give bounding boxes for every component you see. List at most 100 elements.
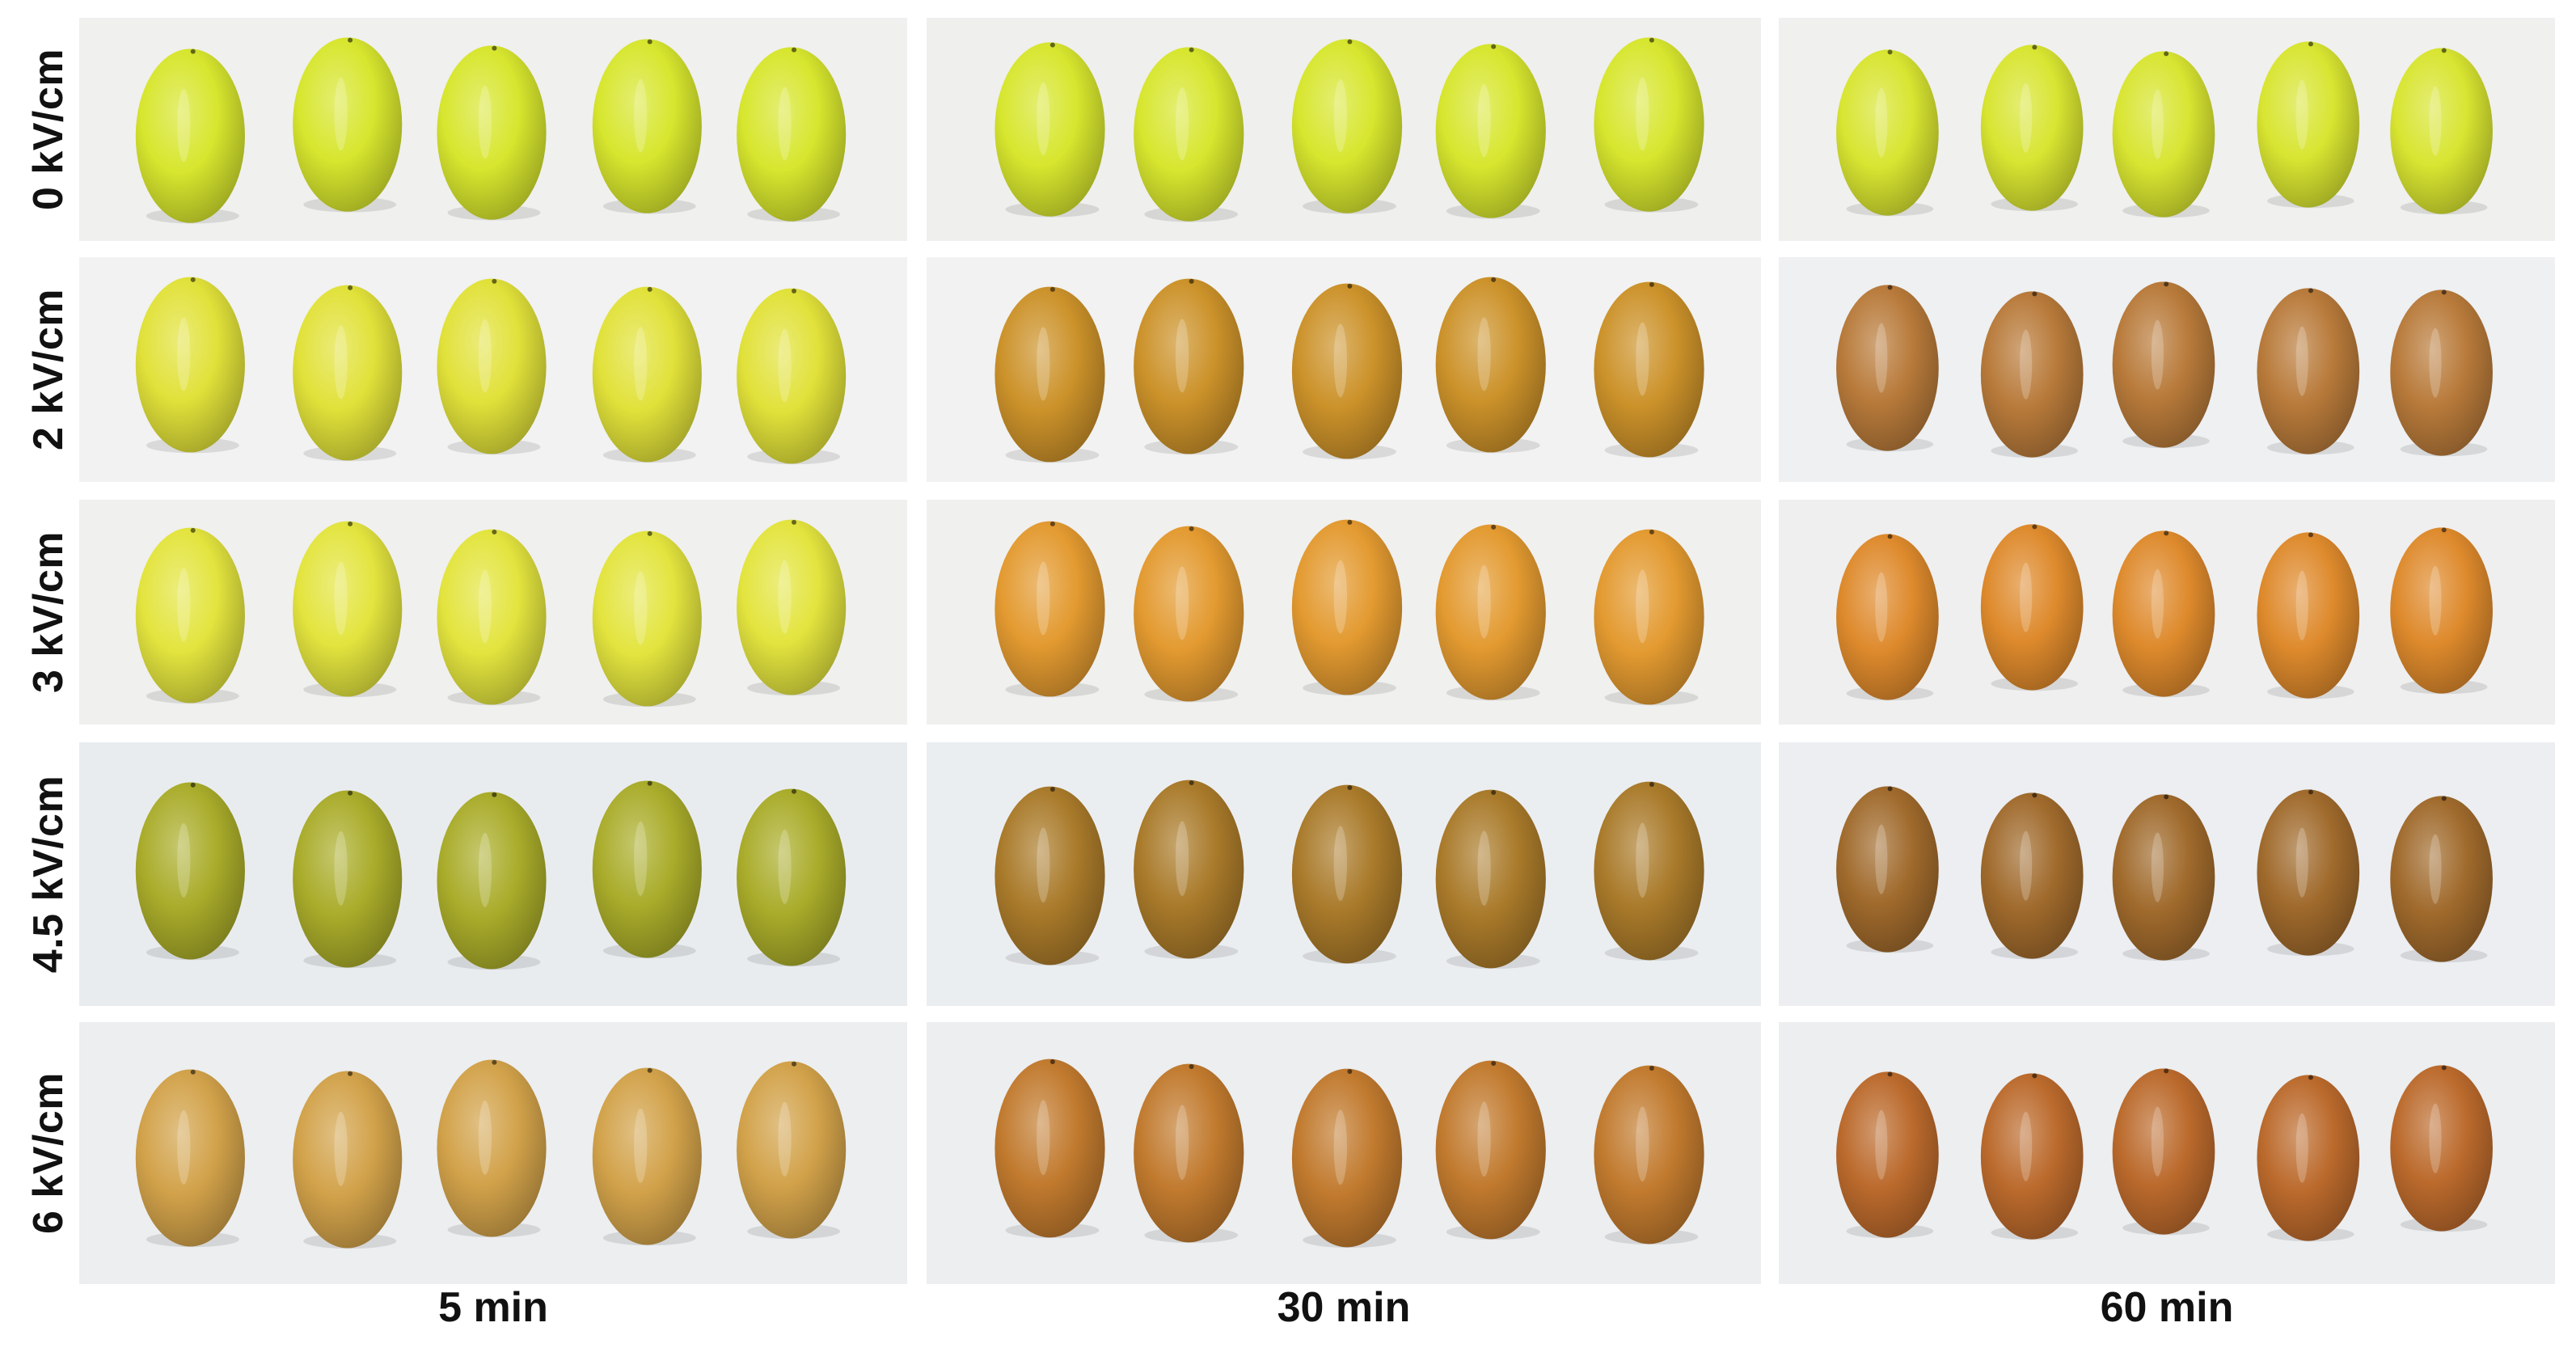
grape bbox=[1980, 792, 2084, 960]
grape bbox=[1836, 49, 1939, 217]
grape bbox=[2112, 281, 2215, 449]
grape bbox=[1134, 780, 1244, 960]
grape bbox=[135, 277, 245, 454]
grape bbox=[293, 37, 403, 213]
grape bbox=[1594, 529, 1704, 706]
grape-photo bbox=[79, 18, 907, 241]
grape bbox=[1134, 278, 1244, 455]
grape-photo bbox=[927, 500, 1761, 725]
grape bbox=[1134, 526, 1244, 703]
grape bbox=[1980, 291, 2084, 458]
grape-photo bbox=[79, 742, 907, 1006]
grape bbox=[1291, 1068, 1403, 1249]
grape bbox=[1291, 519, 1403, 696]
grape bbox=[2257, 532, 2360, 699]
grape bbox=[1291, 39, 1403, 214]
grape bbox=[1836, 786, 1939, 953]
grape bbox=[2112, 794, 2215, 961]
grape bbox=[1594, 37, 1704, 213]
grape bbox=[1435, 524, 1546, 701]
grape bbox=[293, 790, 403, 969]
grape bbox=[2112, 51, 2215, 218]
grape bbox=[592, 1067, 702, 1246]
grape bbox=[2390, 796, 2493, 963]
grape-photo-panel bbox=[79, 500, 907, 725]
grape bbox=[995, 521, 1105, 698]
col-label-30min: 30 min bbox=[1277, 1284, 1411, 1331]
grape-photo-panel bbox=[1779, 257, 2555, 482]
grape-photo bbox=[79, 500, 907, 725]
grape bbox=[135, 527, 245, 704]
grape bbox=[1435, 277, 1546, 454]
grape-photo-panel bbox=[79, 742, 907, 1006]
grape bbox=[2390, 48, 2493, 215]
row-label-4-5kv: 4.5 kV/cm bbox=[25, 775, 73, 974]
grape-photo-panel bbox=[1779, 18, 2555, 241]
grape bbox=[1980, 524, 2084, 691]
grape bbox=[1980, 1073, 2084, 1240]
grape bbox=[437, 278, 547, 455]
grape-photo bbox=[1779, 18, 2555, 241]
grape bbox=[737, 788, 847, 967]
grape bbox=[1291, 784, 1403, 965]
grape bbox=[2257, 288, 2360, 455]
col-label-60min: 60 min bbox=[2100, 1284, 2234, 1331]
grape-photo-panel bbox=[79, 18, 907, 241]
grape bbox=[293, 285, 403, 462]
grape-photo bbox=[1779, 1022, 2555, 1284]
grape-photo-panel bbox=[927, 257, 1761, 482]
grape bbox=[2112, 530, 2215, 698]
row-label-0kv: 0 kV/cm bbox=[25, 48, 73, 211]
grape-photo-panel bbox=[927, 1022, 1761, 1284]
grape bbox=[1594, 1065, 1704, 1245]
grape bbox=[737, 288, 847, 465]
row-label-3kv: 3 kV/cm bbox=[25, 530, 73, 694]
grape bbox=[737, 1061, 847, 1240]
grape-photo-panel bbox=[1779, 1022, 2555, 1284]
grape bbox=[592, 286, 702, 463]
grape bbox=[437, 792, 547, 970]
grape bbox=[995, 286, 1105, 463]
grape bbox=[1435, 1060, 1546, 1240]
row-label-6kv: 6 kV/cm bbox=[25, 1071, 73, 1235]
grape-photo-panel bbox=[79, 257, 907, 482]
grape bbox=[1134, 47, 1244, 222]
grape-photo-panel bbox=[927, 18, 1761, 241]
grape bbox=[1435, 44, 1546, 219]
grape bbox=[293, 1071, 403, 1249]
grape bbox=[1836, 1071, 1939, 1239]
grape-photo bbox=[927, 742, 1761, 1006]
grape bbox=[2112, 1068, 2215, 1236]
grape-photo bbox=[79, 257, 907, 482]
grape-photo bbox=[927, 18, 1761, 241]
grape-photo bbox=[927, 257, 1761, 482]
grape bbox=[737, 519, 847, 696]
grape bbox=[995, 786, 1105, 966]
grape-photo-panel bbox=[79, 1022, 907, 1284]
row-label-2kv: 2 kV/cm bbox=[25, 288, 73, 451]
grape bbox=[1980, 44, 2084, 212]
grape-photo bbox=[1779, 500, 2555, 725]
col-label-5min: 5 min bbox=[438, 1284, 548, 1331]
grape bbox=[2257, 41, 2360, 209]
grape bbox=[592, 530, 702, 708]
grape bbox=[1836, 285, 1939, 452]
grape bbox=[437, 45, 547, 221]
grape bbox=[1291, 283, 1403, 460]
grape-photo-panel bbox=[927, 742, 1761, 1006]
grape-photo-panel bbox=[1779, 500, 2555, 725]
grape bbox=[135, 1069, 245, 1248]
grape bbox=[1435, 789, 1546, 970]
grape bbox=[592, 780, 702, 959]
grape bbox=[1836, 534, 1939, 701]
grape bbox=[135, 782, 245, 961]
grape bbox=[437, 529, 547, 706]
grape bbox=[135, 49, 245, 224]
grape-photo-panel bbox=[1779, 742, 2555, 1006]
grape-photo-panel bbox=[927, 500, 1761, 725]
grape bbox=[1134, 1063, 1244, 1244]
grape bbox=[2257, 1075, 2360, 1242]
grape bbox=[2390, 1065, 2493, 1232]
grape bbox=[995, 42, 1105, 218]
